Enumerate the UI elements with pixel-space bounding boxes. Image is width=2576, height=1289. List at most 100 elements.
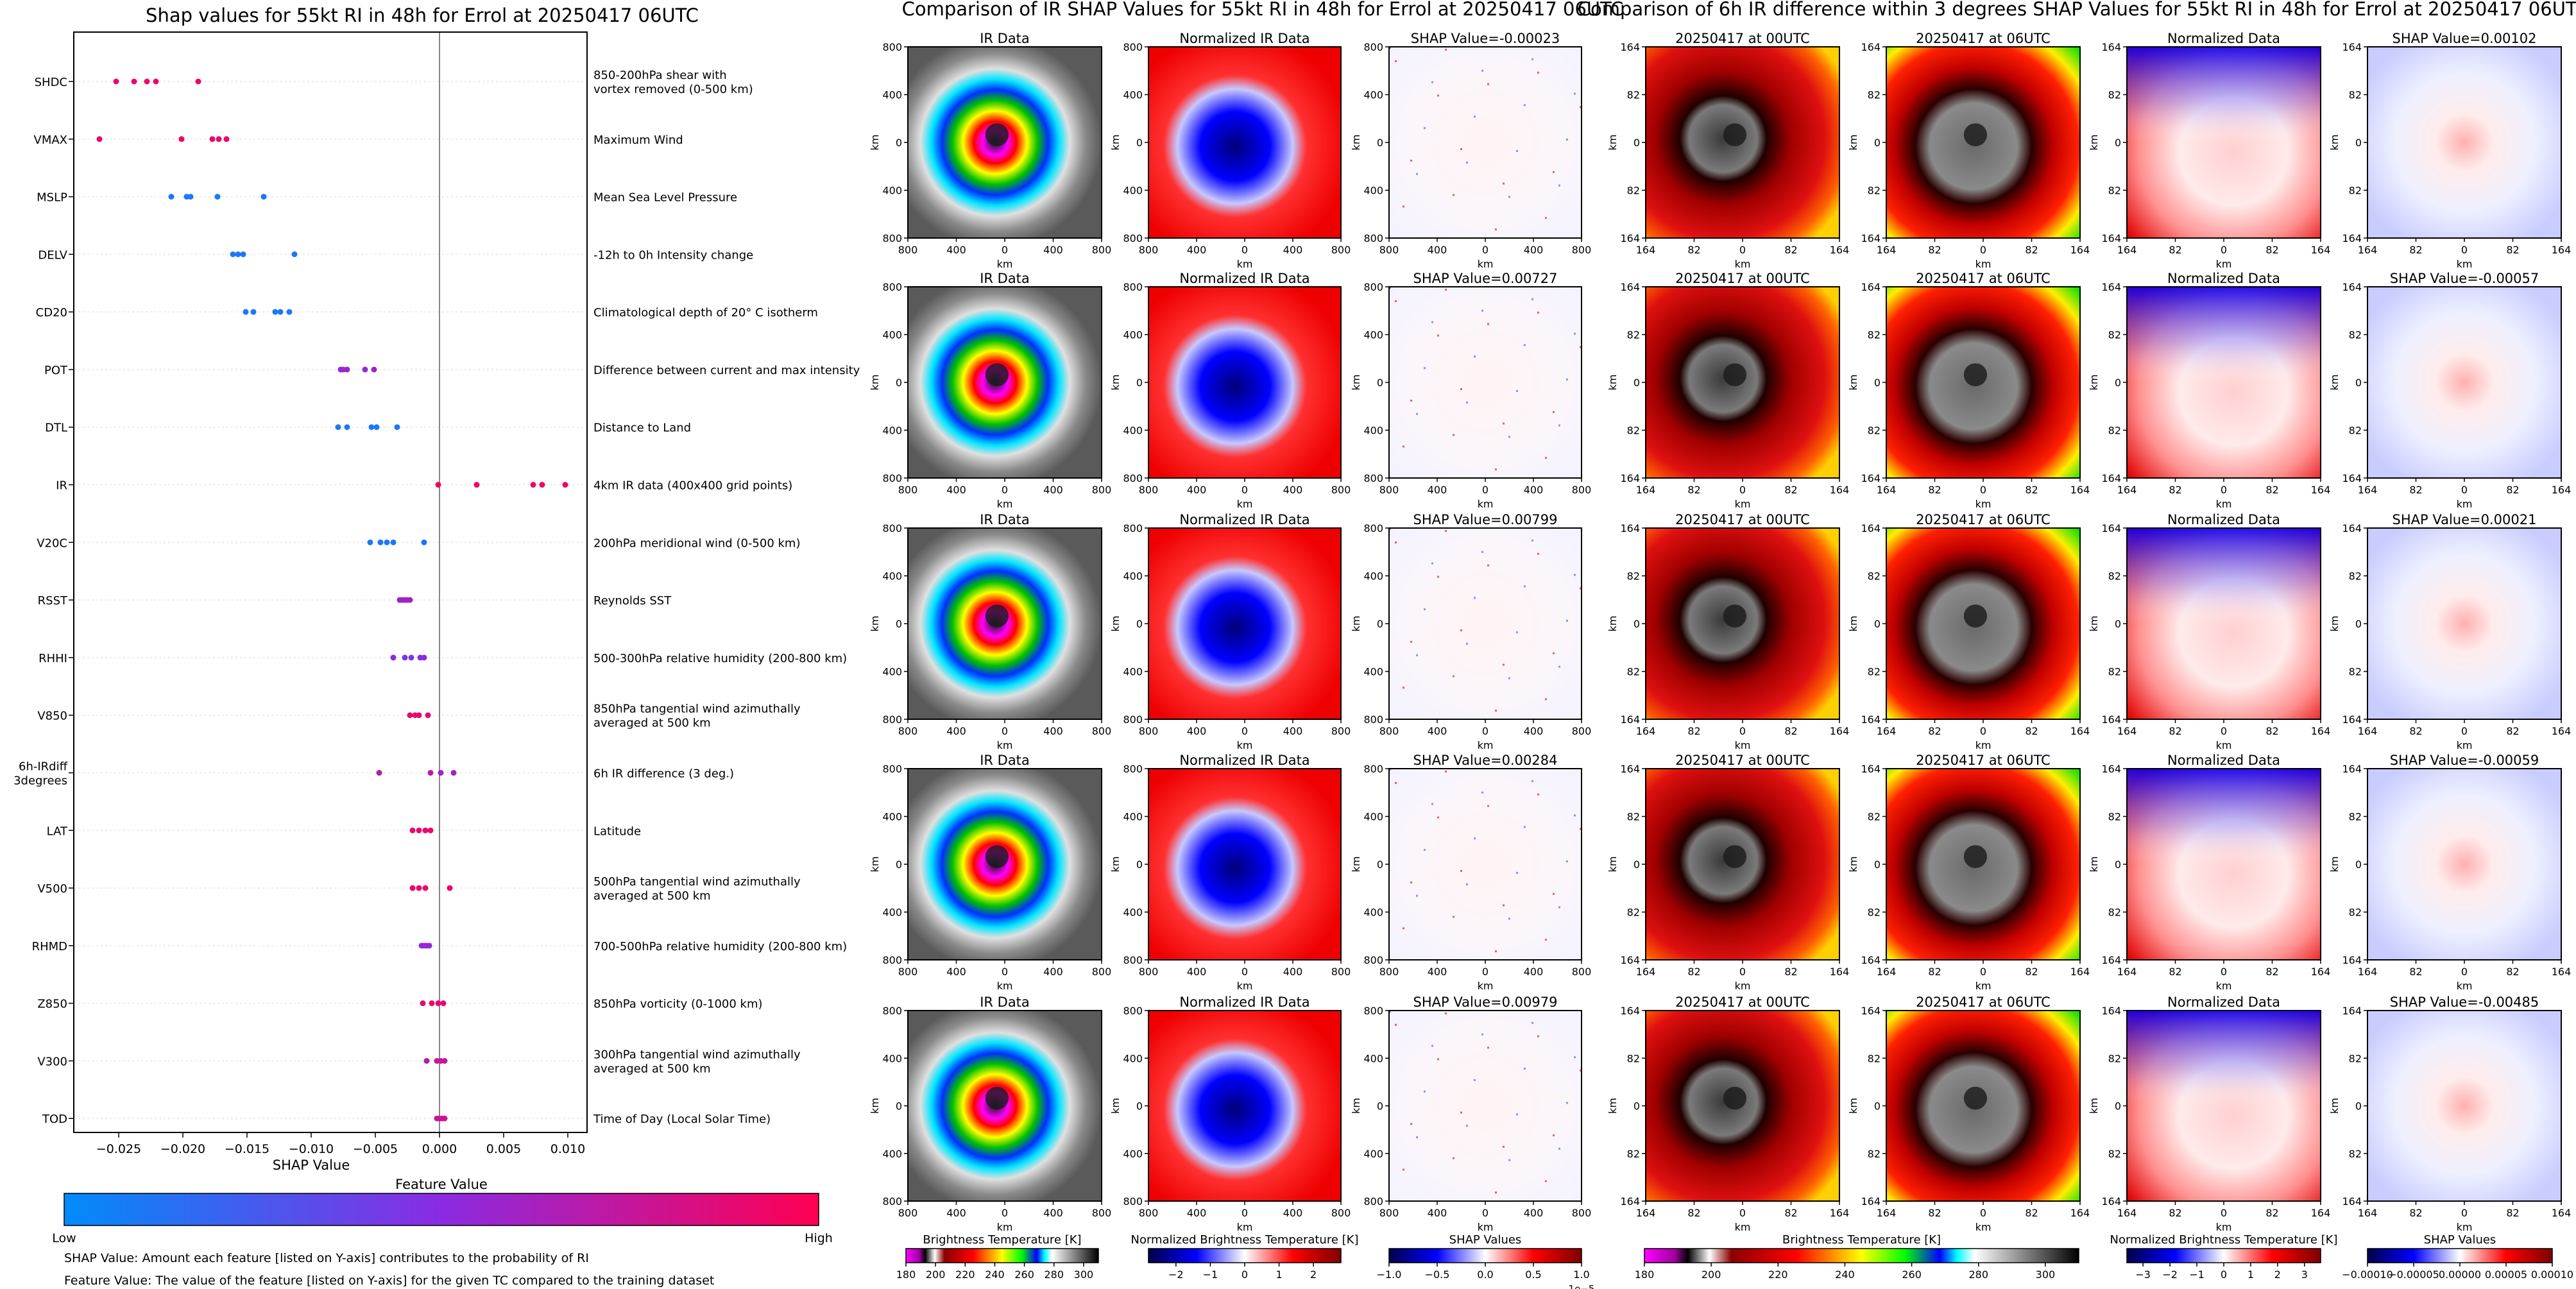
x-tick-label: 82 (1784, 484, 1797, 496)
shap-point (447, 885, 453, 891)
y-tick-label: 0 (1136, 137, 1143, 149)
y-tick-label: 800 (1123, 713, 1143, 726)
y-tick-label: 0 (1874, 1100, 1881, 1113)
colorbar: Brightness Temperature [K] 180 200 220 240 26… (896, 1233, 1099, 1281)
shap-point (435, 482, 441, 488)
y-tick-label: 82 (1627, 570, 1640, 583)
image-field (1148, 769, 1341, 960)
y-tick-label: 82 (2108, 666, 2121, 678)
panel-title: 20250417 at 00UTC (1675, 512, 1810, 527)
x-tick-label: 82 (2409, 1207, 2422, 1219)
y-tick-label: 400 (882, 425, 902, 437)
x-tick-label: 164 (2552, 1207, 2572, 1219)
colorbar-label: Normalized Brightness Temperature [K] (1131, 1233, 1359, 1247)
x-axis-label: km (1478, 258, 1494, 270)
image-field (1389, 1011, 1582, 1201)
shap-point (402, 654, 408, 661)
x-axis-label: km (2457, 498, 2473, 510)
y-tick-label: 400 (1123, 1052, 1143, 1064)
image-field (2367, 287, 2561, 478)
feature-description: vortex removed (0-500 km) (593, 83, 753, 96)
y-axis-label: km (2088, 1098, 2100, 1114)
shap-point (367, 539, 373, 545)
image-field (1389, 528, 1582, 719)
x-tick-label: 0 (2221, 244, 2227, 256)
x-tick-label: 800 (1139, 244, 1159, 256)
y-tick-label: 800 (882, 763, 902, 775)
x-tick-label: −0.010 (289, 1142, 334, 1156)
x-tick-label: 82 (1687, 1207, 1700, 1219)
image-panel: 20250417 at 06UTC1641648282008282164164k… (1847, 31, 2090, 270)
y-tick-label: 82 (2108, 907, 2121, 919)
feature-description: 300hPa tangential wind azimuthally (593, 1048, 801, 1061)
image-panel: SHAP Value=-0.00485164164828200828216416… (2328, 994, 2571, 1233)
image-panel: 20250417 at 06UTC1641648282008282164164k… (1847, 994, 2090, 1233)
x-tick-label: 82 (2506, 244, 2519, 256)
image-panel: Normalized Data1641648282008282164164kmk… (2088, 753, 2330, 992)
x-tick-label: 0 (2221, 484, 2227, 496)
x-tick-label: 0.010 (550, 1142, 585, 1156)
x-tick-label: 800 (1379, 244, 1399, 256)
x-tick-label: 800 (898, 1207, 918, 1219)
panel-title: Normalized Data (2167, 994, 2280, 1010)
x-tick-label: 164 (2358, 725, 2378, 737)
shap-point (371, 366, 377, 373)
x-tick-label: 82 (2265, 244, 2278, 256)
feature-value-colorbar (64, 1193, 819, 1226)
image-panel: Normalized IR Data8008004004000040040080… (1109, 994, 1351, 1233)
colorbar: Normalized Brightness Temperature [K] −2 −… (1131, 1233, 1359, 1281)
shap-point (394, 424, 400, 431)
y-tick-label: 82 (2349, 1052, 2362, 1064)
x-tick-label: 164 (1830, 725, 1850, 737)
y-axis-label: km (1350, 616, 1362, 632)
x-tick-label: 800 (1379, 966, 1399, 978)
y-tick-label: 164 (2342, 281, 2362, 293)
y-tick-label: 800 (882, 522, 902, 534)
x-axis-label: km (2216, 498, 2232, 510)
colorbar-tick: 200 (926, 1268, 946, 1281)
x-tick-label: 164 (2070, 244, 2090, 256)
x-tick-label: 800 (1572, 244, 1592, 256)
panel-title: Normalized IR Data (1179, 994, 1309, 1010)
y-tick-label: 82 (2349, 666, 2362, 678)
y-tick-label: 400 (882, 1052, 902, 1064)
feature-label: RSST (38, 594, 68, 608)
colorbar-label: Brightness Temperature [K] (923, 1233, 1081, 1247)
x-tick-label: 0 (1002, 725, 1008, 737)
x-tick-label: 164 (2070, 1207, 2090, 1219)
feature-label: VMAX (34, 133, 68, 147)
y-axis-label: km (1109, 857, 1122, 873)
y-tick-label: 82 (2349, 811, 2362, 823)
shap-point (153, 78, 159, 85)
panel-title: SHAP Value=-0.00057 (2390, 271, 2539, 286)
shap-point (440, 1000, 447, 1007)
y-tick-label: 164 (1620, 472, 1640, 484)
x-tick-label: 82 (2265, 725, 2278, 737)
x-tick-label: 0 (1241, 725, 1248, 737)
colorbar-tick: 0.5 (1525, 1268, 1541, 1281)
x-axis-label: km (2216, 980, 2232, 992)
image-panel: 20250417 at 00UTC1641648282008282164164k… (1607, 271, 1849, 510)
image-panel: Normalized IR Data8008004004000040040080… (1109, 31, 1351, 270)
y-tick-label: 164 (2342, 41, 2362, 53)
x-tick-label: 800 (1379, 1207, 1399, 1219)
colorbar-tick: 180 (1635, 1268, 1655, 1281)
colorbar-tick: 300 (1074, 1268, 1094, 1281)
summary-axes-frame (73, 31, 588, 1133)
colorbar-tick: 200 (1702, 1268, 1721, 1281)
x-axis-label: km (1478, 1221, 1494, 1233)
image-panel: SHAP Value=0.009798008004004000040040080… (1350, 994, 1591, 1233)
x-tick-label: 800 (1331, 244, 1351, 256)
shap-point (390, 654, 397, 661)
colorbar-tick: 2 (1310, 1268, 1317, 1281)
shap-point (277, 309, 284, 315)
feature-label: TOD (42, 1113, 67, 1126)
x-tick-label: 400 (1043, 484, 1063, 496)
x-tick-label: 82 (2025, 1207, 2038, 1219)
x-tick-label: 800 (1092, 1207, 1112, 1219)
y-tick-label: 400 (882, 185, 902, 197)
panel-title: Normalized Data (2167, 753, 2280, 768)
y-axis-label: km (1607, 857, 1619, 873)
x-tick-label: 82 (2409, 484, 2422, 496)
